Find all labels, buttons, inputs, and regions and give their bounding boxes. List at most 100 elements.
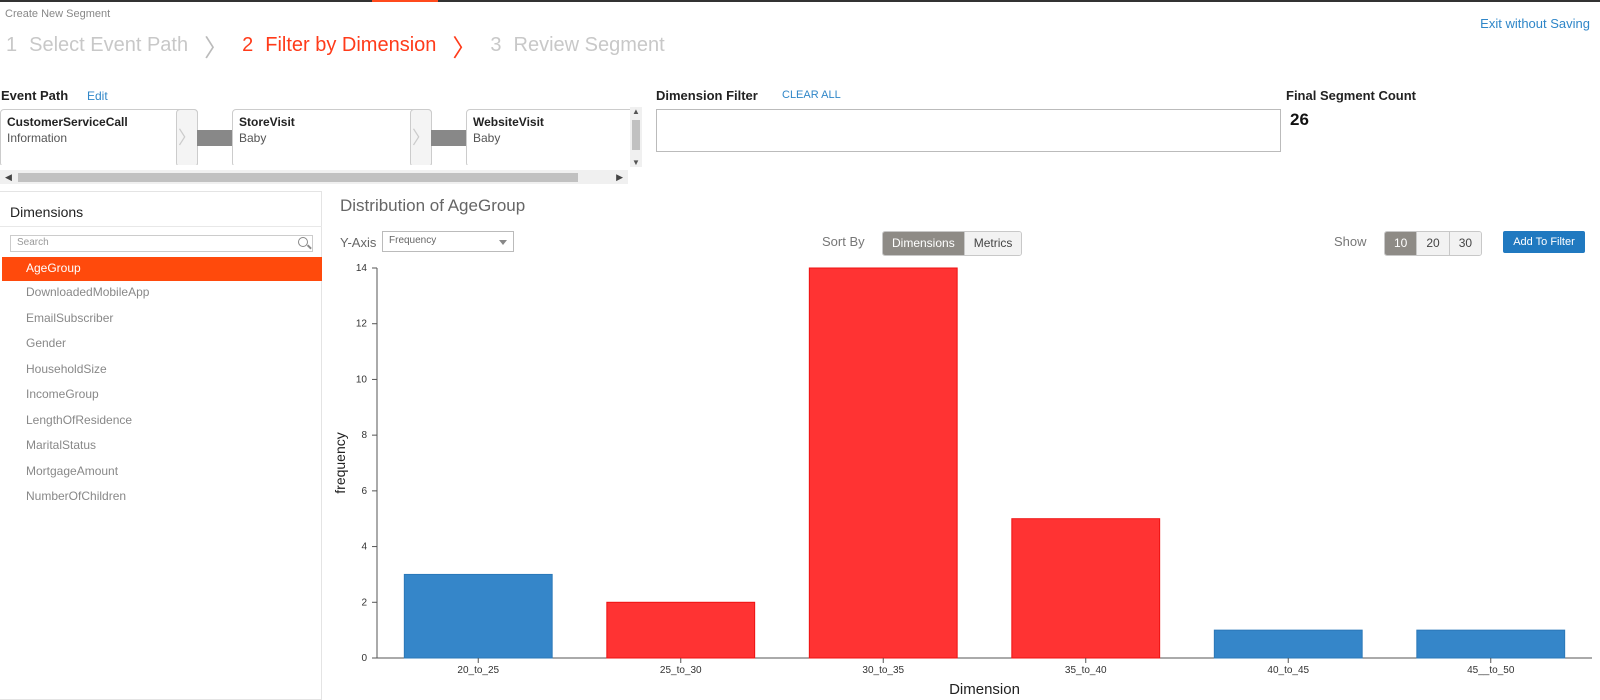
y-tick-label: 12 [356,319,368,330]
add-to-filter-button[interactable]: Add To Filter [1503,231,1585,253]
show-label: Show [1334,234,1367,249]
event-path-vertical-scrollbar[interactable]: ▲ ▼ [630,107,642,167]
sort-option[interactable]: Dimensions [883,232,965,255]
y-tick-label: 4 [361,542,367,553]
bar[interactable] [403,573,553,659]
scroll-right-icon[interactable]: ▶ [616,172,623,182]
sort-option[interactable]: Metrics [964,232,1022,255]
x-tick-label: 45__to_50 [1467,665,1515,676]
divider [0,226,322,227]
distribution-bar-chart: 0 2 4 6 8 10 12 14 20_to_25 25_to_30 30_to_35 35_to… [332,263,1592,698]
event-card-store-visit[interactable]: StoreVisit Baby 〉 [232,109,432,165]
show-count-option[interactable]: 10 [1385,232,1418,255]
step-label: Review Segment [513,34,665,56]
event-path-heading: Event Path [1,88,69,103]
dimension-item[interactable]: Gender [26,336,67,350]
step-number: 2 [242,34,254,56]
top-border [0,0,1600,2]
scroll-down-icon[interactable]: ▼ [632,158,640,167]
scroll-up-icon[interactable]: ▲ [632,107,640,116]
event-card-subtitle: Information [7,131,68,145]
event-card-website-visit[interactable]: WebsiteVisit Baby [466,109,642,165]
step-label: Select Event Path [29,34,189,56]
step-select-event-path[interactable]: 1 Select Event Path [6,34,188,57]
event-card-subtitle: Baby [239,131,267,145]
scroll-left-icon[interactable]: ◀ [5,172,12,182]
chevron-down-icon [499,240,507,245]
bar[interactable] [606,601,756,659]
x-tick-label: 35_to_40 [1065,665,1107,676]
y-tick-label: 0 [361,653,367,664]
dimensions-heading: Dimensions [10,204,84,220]
chevron-right-icon: 〉 [410,109,432,165]
dimension-item[interactable]: IncomeGroup [26,387,99,401]
dimension-item[interactable]: LengthOfResidence [26,412,133,427]
x-tick-label: 40_to_45 [1267,665,1309,676]
chevron-right-icon: 〉 [176,109,198,165]
y-axis-label: Y-Axis [340,235,377,250]
x-tick-label: 25_to_30 [660,665,702,676]
chevron-right-icon: 〉 [204,34,229,62]
event-path-horizontal-scrollbar[interactable]: ◀ ▶ [0,170,628,184]
top-border-active-step [372,0,438,2]
step-number: 3 [490,34,502,56]
event-card-customer-service-call[interactable]: CustomerServiceCall Information 〉 [0,109,198,165]
bar[interactable] [1416,629,1566,659]
scrollbar-thumb[interactable] [18,173,578,182]
page-label: Create New Segment [5,8,111,20]
event-card-title: CustomerServiceCall [7,115,128,129]
chevron-right-icon: 〉 [452,34,477,62]
path-connector [197,130,233,146]
y-axis-title: frequency [332,432,348,493]
show-count-option[interactable]: 30 [1449,232,1482,255]
x-tick-label: 30_to_35 [862,665,904,676]
event-path-strip: CustomerServiceCall Information 〉 StoreV… [0,107,642,165]
sort-by-toggle: Dimensions Metrics [882,231,1023,256]
event-card-subtitle: Baby [473,131,501,145]
final-segment-count-value: 26 [1290,110,1309,129]
path-connector [431,130,467,146]
dimension-filter-heading: Dimension Filter [656,88,758,103]
step-number: 1 [6,34,18,56]
dimension-item[interactable]: NumberOfChildren [26,489,127,503]
y-tick-label: 14 [356,263,368,274]
dimension-item[interactable]: AgeGroup [2,257,322,281]
show-count-toggle: 10 20 30 [1384,231,1483,256]
bar[interactable] [808,267,958,659]
scrollbar-thumb[interactable] [632,120,640,150]
search-icon[interactable] [298,237,308,247]
dimension-item[interactable]: DownloadedMobileApp [26,285,150,299]
exit-without-saving-link[interactable]: Exit without Saving [1480,16,1590,31]
dimension-filter-box[interactable] [656,109,1281,152]
y-axis-select-value: Frequency [389,235,437,246]
bar[interactable] [1213,629,1363,659]
show-count-option[interactable]: 20 [1417,232,1450,255]
dimension-item[interactable]: MortgageAmount [26,463,119,478]
step-label: Filter by Dimension [265,34,437,56]
event-card-title: StoreVisit [239,115,295,129]
y-tick-label: 2 [361,597,367,608]
dimension-list: AgeGroup DownloadedMobileApp EmailSubscrib… [2,257,322,511]
bar[interactable] [1011,518,1161,659]
search-placeholder: Search [17,237,49,248]
y-tick-label: 6 [361,486,367,497]
dimension-item[interactable]: MaritalStatus [26,438,97,452]
step-review-segment[interactable]: 3 Review Segment [490,34,664,57]
dimension-item[interactable]: HouseholdSize [26,361,107,376]
edit-event-path-link[interactable]: Edit [87,89,108,103]
sort-by-label: Sort By [822,234,865,249]
y-tick-label: 10 [356,374,368,385]
clear-all-link[interactable]: CLEAR ALL [782,89,841,101]
event-card-title: WebsiteVisit [473,115,544,129]
x-axis-title: Dimension [949,681,1020,698]
y-tick-label: 8 [361,430,367,441]
dimension-search-input[interactable]: Search [10,235,313,252]
x-tick-label: 20_to_25 [457,665,499,676]
wizard-steps: 1 Select Event Path 〉 2 Filter by Dimensio… [6,28,665,63]
dimensions-panel: Dimensions Search AgeGroup DownloadedMobi… [0,191,322,700]
final-segment-count-heading: Final Segment Count [1286,88,1416,103]
chart-title: Distribution of AgeGroup [340,196,526,215]
step-filter-by-dimension[interactable]: 2 Filter by Dimension [242,34,436,57]
dimension-item[interactable]: EmailSubscriber [26,310,114,325]
y-axis-select[interactable]: Frequency [382,231,514,252]
